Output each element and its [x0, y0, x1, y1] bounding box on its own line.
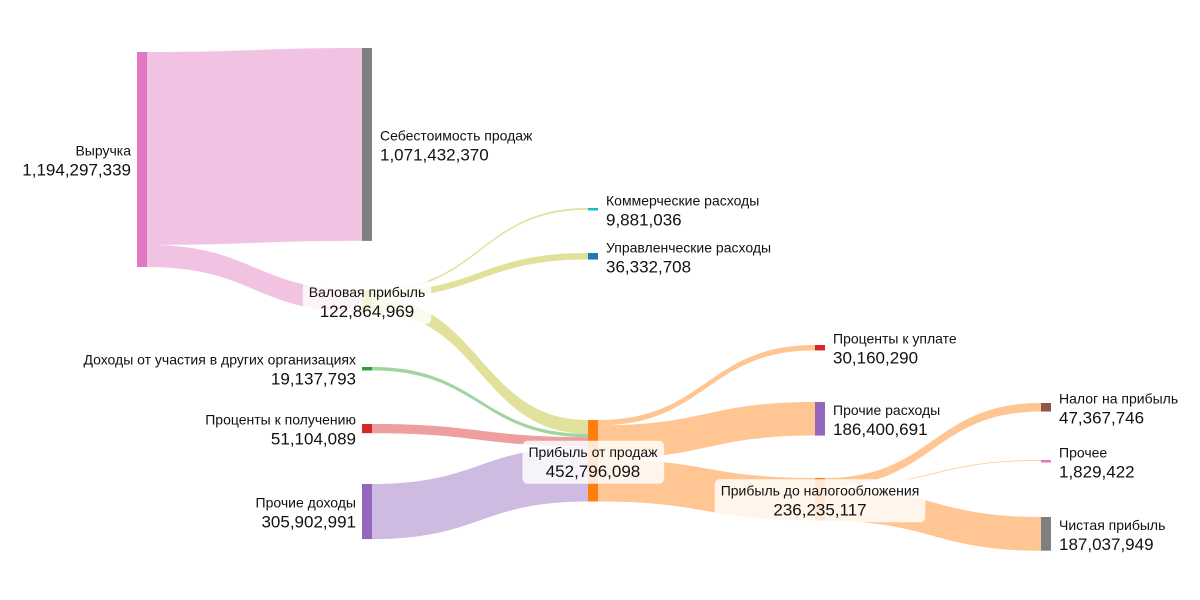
node-label-tax: Налог на прибыль 47,367,746 — [1059, 390, 1178, 427]
node-value: 19,137,793 — [271, 370, 356, 389]
node-other_inc — [362, 484, 372, 540]
node-label-other_exp: Прочие расходы 186,400,691 — [833, 402, 940, 439]
link-gross-to-admin — [372, 253, 588, 299]
node-label-commercial: Коммерческие расходы 9,881,036 — [606, 192, 759, 229]
node-value: 236,235,117 — [773, 500, 866, 519]
node-label-op_profit: Прибыль от продаж 452,796,098 — [522, 440, 665, 484]
node-value: 36,332,708 — [606, 257, 691, 276]
node-value: 47,367,746 — [1059, 408, 1144, 427]
node-value: 452,796,098 — [546, 462, 641, 481]
node-name: Проценты к получению — [205, 412, 356, 428]
node-name: Доходы от участия в других организациях — [83, 352, 356, 368]
node-value: 122,864,969 — [320, 302, 415, 321]
link-pretax-to-other — [825, 460, 1041, 488]
node-label-other: Прочее 1,829,422 — [1059, 444, 1135, 481]
node-value: 51,104,089 — [271, 430, 356, 449]
node-name: Коммерческие расходы — [606, 192, 759, 208]
link-gross-to-op_profit — [372, 298, 588, 434]
node-commercial — [588, 208, 598, 211]
link-gross-to-commercial — [372, 208, 588, 292]
node-revenue — [137, 52, 147, 267]
node-name: Прочие расходы — [833, 402, 940, 418]
node-name: Прибыль от продаж — [528, 444, 658, 460]
node-name: Прибыль до налогообложения — [721, 482, 920, 498]
node-name: Прочее — [1059, 444, 1107, 460]
node-other_exp — [815, 402, 825, 436]
label-background — [522, 440, 665, 484]
node-int_recv — [362, 424, 372, 434]
node-name: Управленческие расходы — [606, 239, 771, 255]
node-int_pay — [815, 345, 825, 351]
node-participation — [362, 367, 372, 371]
node-name: Налог на прибыль — [1059, 390, 1178, 406]
node-value: 1,829,422 — [1059, 462, 1135, 481]
node-name: Себестоимость продаж — [380, 127, 533, 143]
node-tax — [1041, 403, 1051, 412]
node-label-int_pay: Проценты к уплате 30,160,290 — [833, 331, 957, 368]
node-admin — [588, 253, 598, 260]
node-label-pretax: Прибыль до налогообложения 236,235,117 — [714, 479, 926, 523]
node-name: Чистая прибыль — [1059, 517, 1165, 533]
node-value: 30,160,290 — [833, 349, 918, 368]
node-label-cogs: Себестоимость продаж 1,071,432,370 — [380, 127, 533, 164]
node-label-net: Чистая прибыль 187,037,949 — [1059, 517, 1165, 554]
link-op_profit-to-int_pay — [598, 345, 815, 426]
node-other — [1041, 460, 1051, 463]
link-pretax-to-tax — [825, 403, 1041, 487]
node-cogs — [362, 48, 372, 241]
node-name: Выручка — [75, 143, 131, 159]
node-name: Проценты к уплате — [833, 331, 957, 347]
node-name: Прочие доходы — [256, 495, 356, 511]
node-value: 1,194,297,339 — [22, 161, 131, 180]
label-background — [714, 479, 926, 523]
node-label-gross: Валовая прибыль 122,864,969 — [302, 281, 432, 325]
node-value: 9,881,036 — [606, 210, 682, 229]
node-value: 186,400,691 — [833, 420, 928, 439]
node-value: 305,902,991 — [261, 513, 356, 532]
node-net — [1041, 517, 1051, 551]
link-revenue-to-cogs — [147, 48, 362, 245]
node-label-admin: Управленческие расходы 36,332,708 — [606, 239, 771, 276]
node-label-int_recv: Проценты к получению 51,104,089 — [205, 412, 356, 449]
node-label-revenue: Выручка 1,194,297,339 — [22, 143, 131, 180]
node-label-participation: Доходы от участия в других организациях 1… — [83, 352, 356, 389]
node-label-other_inc: Прочие доходы 305,902,991 — [256, 495, 356, 532]
label-background — [302, 281, 432, 325]
sankey-labels: Выручка 1,194,297,339 Себестоимость продаж… — [22, 127, 1178, 553]
node-name: Валовая прибыль — [309, 284, 426, 300]
node-value: 187,037,949 — [1059, 535, 1154, 554]
node-value: 1,071,432,370 — [380, 145, 489, 164]
link-participation-to-op_profit — [372, 367, 588, 438]
